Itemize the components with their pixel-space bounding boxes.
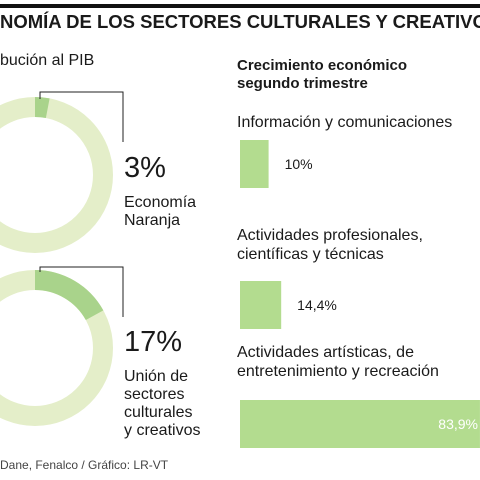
leader-line [39, 91, 124, 142]
donut-label: Economía [124, 194, 197, 211]
category-label: Actividades profesionales, científicas y… [237, 227, 423, 263]
donut-track [0, 97, 113, 253]
value-label: 14,4% [297, 297, 337, 313]
donut-label: culturales [124, 404, 193, 421]
subtitle: bución al PIB [0, 52, 95, 69]
bar [240, 140, 269, 188]
category-label: Actividades artísticas, de entretenimien… [237, 344, 439, 380]
bar-chart-title: Crecimiento económico segundo trimestre [237, 57, 408, 92]
donut-label: Unión de [124, 368, 189, 385]
donut-segment [34, 97, 50, 119]
top-rule [0, 4, 480, 8]
title: NOMÍA DE LOS SECTORES CULTURALES Y CREAT… [0, 11, 480, 32]
donut-label: Naranja [124, 212, 181, 229]
value-label: 83,9% [438, 416, 478, 432]
leader-line [39, 266, 124, 317]
bar [240, 400, 480, 448]
donut-label: y creativos [124, 422, 201, 439]
donut-segment [34, 270, 104, 321]
donut-value-label: 3% [124, 152, 166, 184]
bar [240, 281, 282, 329]
donut-label: sectores [124, 386, 185, 403]
value-label: 10% [285, 156, 313, 172]
category-label: Información y comunicaciones [237, 114, 453, 131]
source: Dane, Fenalco / Gráfico: LR-VT [0, 458, 169, 472]
donut-value-label: 17% [124, 326, 183, 358]
